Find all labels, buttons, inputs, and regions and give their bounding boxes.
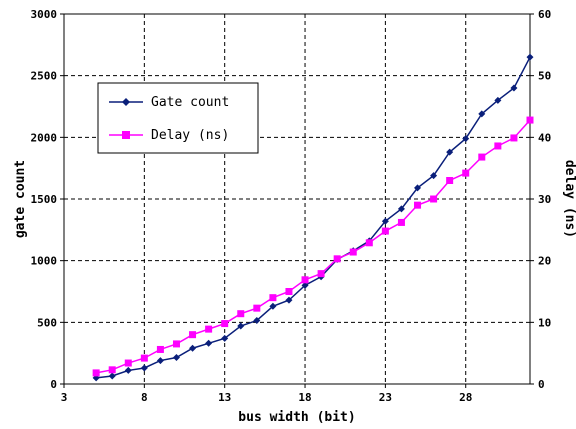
data-point: [526, 53, 534, 61]
y-right-tick-label: 0: [538, 378, 545, 391]
data-point: [414, 184, 422, 192]
x-axis-title: bus width (bit): [238, 410, 355, 425]
data-point: [124, 359, 132, 367]
y-left-tick-label: 2500: [31, 70, 58, 83]
data-point: [140, 364, 148, 372]
data-point: [430, 195, 438, 203]
y-right-tick-label: 60: [538, 8, 551, 21]
y-right-tick-label: 10: [538, 316, 551, 329]
y-left-tick-label: 500: [37, 316, 57, 329]
data-point: [349, 248, 357, 256]
y-left-tick-label: 3000: [31, 8, 58, 21]
y-right-tick-label: 40: [538, 131, 551, 144]
x-tick-label: 18: [298, 391, 311, 404]
data-point: [108, 366, 116, 374]
y-right-tick-label: 30: [538, 193, 551, 206]
x-tick-label: 13: [218, 391, 231, 404]
y-left-tick-label: 0: [50, 378, 57, 391]
legend-delay-label: Delay (ns): [151, 128, 229, 143]
legend-delay-marker: [122, 131, 130, 139]
legend-gate-label: Gate count: [151, 95, 229, 110]
x-tick-label: 3: [61, 391, 68, 404]
data-point: [108, 372, 116, 380]
data-point: [253, 304, 261, 312]
y-axis-right-title: delay (ns): [562, 160, 576, 238]
y-axis-left-title: gate count: [13, 160, 28, 238]
data-point: [92, 369, 100, 377]
data-point: [333, 255, 341, 263]
data-point: [462, 169, 470, 177]
data-point: [478, 153, 486, 161]
ticks: 3 8 13 18 23 28 0 500 1000 1500 2000 2500 3000 0 10 20 3…: [31, 8, 552, 404]
data-point: [397, 205, 405, 213]
x-tick-label: 28: [459, 391, 472, 404]
data-point: [253, 316, 261, 324]
data-point: [446, 148, 454, 156]
data-point: [526, 116, 534, 124]
data-point: [269, 302, 277, 310]
data-point: [494, 142, 502, 150]
data-point: [285, 288, 293, 295]
data-point: [462, 135, 470, 143]
data-point: [446, 177, 454, 184]
data-point: [221, 334, 229, 342]
data-point: [172, 353, 180, 361]
data-point: [221, 320, 229, 328]
data-point: [124, 366, 132, 374]
data-point: [478, 110, 486, 118]
y-left-tick-label: 2000: [31, 131, 58, 144]
legend-gate-marker: [122, 98, 130, 106]
data-point: [381, 217, 389, 225]
grid: [64, 14, 530, 384]
y-left-tick-label: 1500: [31, 193, 58, 206]
data-point: [414, 201, 422, 209]
x-tick-label: 23: [379, 391, 392, 404]
data-point: [172, 340, 180, 348]
series-layer: [92, 53, 534, 382]
x-tick-label: 8: [141, 391, 148, 404]
data-point: [189, 344, 197, 352]
data-point: [205, 325, 213, 333]
data-point: [510, 84, 518, 92]
data-point: [269, 294, 277, 302]
y-left-tick-label: 1000: [31, 255, 58, 268]
data-point: [156, 357, 164, 365]
y-right-tick-label: 50: [538, 70, 551, 83]
data-point: [237, 310, 245, 318]
data-point: [285, 296, 293, 304]
series-line: [96, 56, 531, 379]
y-right-tick-label: 20: [538, 255, 551, 268]
data-point: [140, 354, 148, 362]
data-point: [301, 281, 309, 289]
legend-box: [97, 82, 259, 154]
data-point: [156, 345, 164, 353]
data-point: [430, 172, 438, 180]
data-point: [237, 322, 245, 330]
data-point: [381, 227, 389, 235]
data-point: [205, 339, 213, 347]
data-point: [510, 134, 518, 142]
data-point: [301, 276, 309, 284]
data-point: [365, 239, 373, 247]
data-point: [317, 270, 325, 278]
data-point: [397, 218, 405, 226]
series-line: [95, 119, 531, 374]
data-point: [494, 96, 502, 104]
series-delay: [92, 116, 534, 377]
data-point: [189, 331, 197, 339]
legend: Gate count Delay (ns): [97, 82, 259, 154]
